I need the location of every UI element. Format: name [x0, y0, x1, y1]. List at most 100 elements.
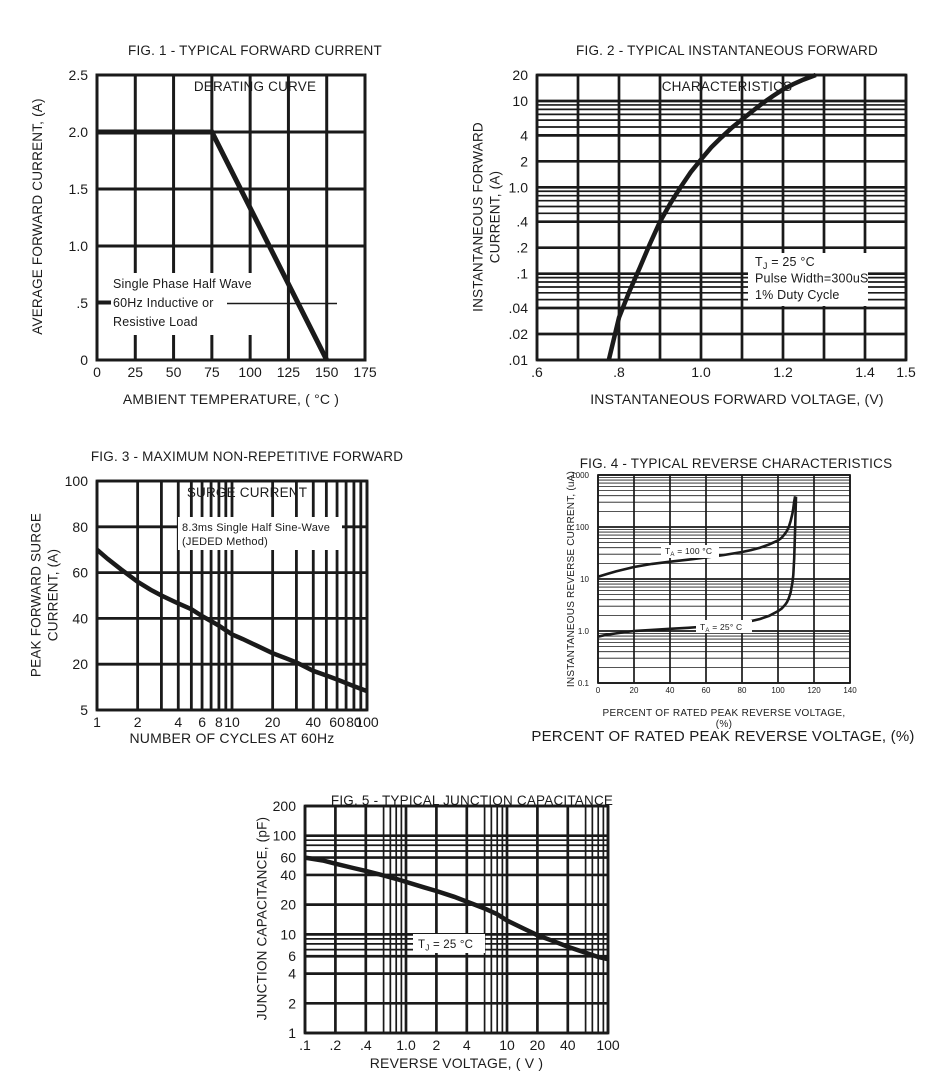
fig4-y-axis-title: INSTANTANEOUS REVERSE CURRENT, (uA)	[566, 470, 577, 688]
svg-text:60: 60	[702, 686, 711, 695]
fig2-x-axis-title: INSTANTANEOUS FORWARD VOLTAGE, (V)	[590, 391, 884, 407]
svg-text:100: 100	[771, 686, 785, 695]
svg-text:.02: .02	[509, 326, 529, 342]
tick-labels: 0 25 50 75 100 125 150 175 2.5 2.0 1.5 1.0 .5 0	[69, 67, 377, 380]
curve-reverse-current-100C	[597, 496, 797, 579]
fig1-plot: Single Phase Half Wave 60Hz Inductive or R…	[69, 67, 377, 380]
svg-text:TJ = 25 °C: TJ = 25 °C	[755, 255, 815, 271]
svg-text:60: 60	[329, 714, 345, 730]
svg-text:60: 60	[72, 565, 88, 581]
fig5-title-line1: FIG. 5 - TYPICAL JUNCTION CAPACITANCE	[330, 793, 614, 808]
fig3-y-axis-title: PEAK FORWARD SURGE CURRENT, (A)	[28, 512, 61, 678]
svg-text:1.5: 1.5	[69, 181, 89, 197]
svg-text:25: 25	[128, 364, 144, 380]
fig2-title-line1: FIG. 2 - TYPICAL INSTANTANEOUS FORWARD	[576, 43, 878, 58]
svg-text:60: 60	[280, 850, 296, 866]
annotation: TJ = 25 °C	[413, 934, 485, 953]
tick-labels: 0 20 40 60 80 100 120 140 1000 100 10 1.0 0.1	[571, 471, 857, 695]
svg-text:10: 10	[499, 1037, 515, 1053]
svg-text:1.0: 1.0	[396, 1037, 416, 1053]
svg-text:8.3ms Single Half Sine-Wave: 8.3ms Single Half Sine-Wave	[182, 522, 330, 534]
curve-reverse-current-25C	[597, 496, 798, 638]
svg-text:6: 6	[198, 714, 206, 730]
plot-border	[597, 474, 851, 684]
svg-text:10: 10	[280, 926, 296, 942]
fig1-y-axis-title: AVERAGE FORWARD CURRENT, (A)	[30, 98, 45, 335]
svg-text:.1: .1	[299, 1037, 311, 1053]
svg-text:2: 2	[288, 995, 296, 1011]
fig2-title-line2: CHARACTERISTICS	[661, 79, 793, 94]
svg-text:.01: .01	[509, 352, 529, 368]
svg-text:.4: .4	[360, 1037, 372, 1053]
svg-text:.04: .04	[509, 300, 529, 316]
svg-text:4: 4	[174, 714, 182, 730]
annotation: TA = 100 °C	[661, 545, 719, 558]
annotation: TA = 25° C	[696, 620, 752, 634]
svg-text:4: 4	[463, 1037, 471, 1053]
svg-text:8: 8	[215, 714, 223, 730]
fig1-x-axis-title: AMBIENT TEMPERATURE, ( °C )	[122, 391, 340, 407]
fig5-y-axis-title: JUNCTION CAPACITANCE, (pF)	[254, 816, 270, 1021]
svg-text:2.0: 2.0	[69, 124, 89, 140]
svg-text:0: 0	[93, 364, 101, 380]
svg-text:2.5: 2.5	[69, 67, 89, 83]
svg-text:.4: .4	[516, 214, 528, 230]
svg-text:1.0: 1.0	[691, 364, 711, 380]
svg-text:40: 40	[306, 714, 322, 730]
svg-text:40: 40	[280, 867, 296, 883]
svg-text:40: 40	[560, 1037, 576, 1053]
svg-text:10: 10	[224, 714, 240, 730]
grid-lines	[535, 73, 908, 362]
svg-text:Resistive Load: Resistive Load	[113, 315, 198, 329]
svg-text:2: 2	[134, 714, 142, 730]
curve-derating-curve	[97, 129, 329, 362]
fig2-title: FIG. 2 - TYPICAL INSTANTANEOUS FORWARD C…	[557, 24, 897, 114]
svg-text:1.5: 1.5	[896, 364, 916, 380]
svg-text:4: 4	[288, 966, 296, 982]
fig3-title-line1: FIG. 3 - MAXIMUM NON-REPETITIVE FORWARD	[90, 449, 404, 464]
fig5-plot: TJ = 25 °C.1.2.4 1.0 2 4 10 20 40 1002001006040…	[273, 798, 620, 1053]
svg-text:2: 2	[433, 1037, 441, 1053]
svg-text:10: 10	[512, 93, 528, 109]
svg-text:150: 150	[315, 364, 339, 380]
curve-junction-capacitance-curve	[304, 855, 609, 962]
svg-text:20: 20	[72, 656, 88, 672]
plot-border	[95, 479, 369, 712]
fig3-title: FIG. 3 - MAXIMUM NON-REPETITIVE FORWARD …	[77, 430, 417, 520]
svg-text:100: 100	[65, 473, 89, 489]
svg-text:5: 5	[80, 702, 88, 718]
svg-text:6: 6	[288, 948, 296, 964]
svg-text:TA = 25° C: TA = 25° C	[700, 622, 742, 634]
tick-labels: .6 .8 1.0 1.2 1.4 1.5 20 10 4 2 1.0 .4 .2 .1 .04 .02 .01	[509, 67, 916, 380]
svg-text:80: 80	[346, 714, 362, 730]
plot-border	[303, 804, 610, 1035]
fig3-plot: 8.3ms Single Half Sine-Wave (JEDED Method…	[65, 473, 379, 730]
svg-text:0: 0	[80, 352, 88, 368]
svg-text:1% Duty Cycle: 1% Duty Cycle	[755, 288, 840, 302]
svg-text:50: 50	[166, 364, 182, 380]
fig3-x-axis-title: NUMBER OF CYCLES AT 60Hz	[129, 730, 335, 746]
plot-border	[535, 73, 908, 362]
fig4-title-line1: FIG. 4 - TYPICAL REVERSE CHARACTERISTICS	[579, 456, 893, 471]
curve-forward-vi-curve	[606, 72, 817, 361]
svg-text:Single Phase Half Wave: Single Phase Half Wave	[113, 277, 252, 291]
svg-text:175: 175	[353, 364, 377, 380]
svg-text:100: 100	[273, 828, 297, 844]
svg-text:20: 20	[512, 67, 528, 83]
svg-text:TA = 100 °C: TA = 100 °C	[665, 546, 712, 558]
svg-text:TJ = 25 °C: TJ = 25 °C	[418, 939, 473, 953]
svg-text:120: 120	[807, 686, 821, 695]
curve-surge-current-curve	[95, 547, 368, 694]
svg-text:.5: .5	[76, 295, 88, 311]
svg-text:1.2: 1.2	[773, 364, 793, 380]
svg-text:1000: 1000	[571, 471, 589, 480]
svg-text:1: 1	[288, 1025, 296, 1041]
fig4-x-axis-title-small: PERCENT OF RATED PEAK REVERSE VOLTAGE, (…	[602, 708, 846, 730]
svg-text:100: 100	[238, 364, 262, 380]
plot-border	[95, 73, 367, 362]
fig4-title: FIG. 4 - TYPICAL REVERSE CHARACTERISTICS	[566, 437, 906, 491]
